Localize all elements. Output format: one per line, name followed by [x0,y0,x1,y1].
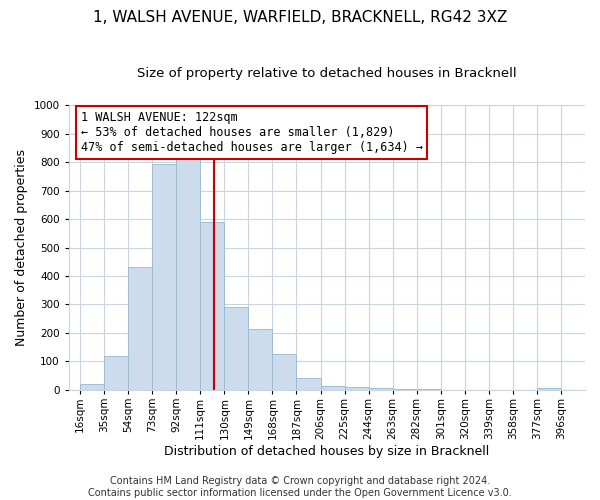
Bar [248,328,272,390]
Bar [272,354,296,390]
Text: 1, WALSH AVENUE, WARFIELD, BRACKNELL, RG42 3XZ: 1, WALSH AVENUE, WARFIELD, BRACKNELL, RG… [93,10,507,25]
Text: 1 WALSH AVENUE: 122sqm
← 53% of detached houses are smaller (1,829)
47% of semi-: 1 WALSH AVENUE: 122sqm ← 53% of detached… [81,111,423,154]
Bar [320,386,344,390]
Bar [224,308,248,390]
Bar [392,389,416,390]
Bar [152,164,176,390]
Y-axis label: Number of detached properties: Number of detached properties [15,149,28,346]
Title: Size of property relative to detached houses in Bracknell: Size of property relative to detached ho… [137,68,517,80]
X-axis label: Distribution of detached houses by size in Bracknell: Distribution of detached houses by size … [164,444,490,458]
Bar [104,356,128,390]
Bar [537,388,561,390]
Bar [176,160,200,390]
Bar [344,387,368,390]
Bar [368,388,392,390]
Bar [80,384,104,390]
Bar [296,378,320,390]
Bar [128,268,152,390]
Bar [200,222,224,390]
Text: Contains HM Land Registry data © Crown copyright and database right 2024.
Contai: Contains HM Land Registry data © Crown c… [88,476,512,498]
